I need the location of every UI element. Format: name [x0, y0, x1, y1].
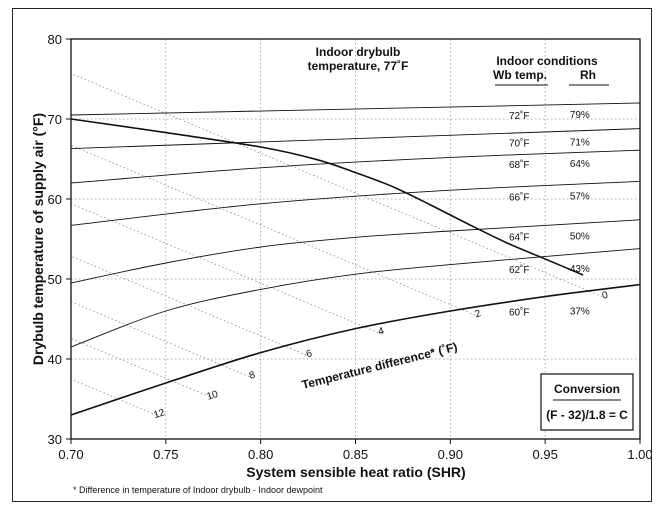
- wetbulb-curve: [70, 248, 641, 348]
- rh-label: 43%: [570, 264, 590, 275]
- rh-label: 71%: [570, 137, 590, 148]
- wetbulb-label: 66˚F: [509, 192, 530, 204]
- rh-label: 57%: [570, 192, 590, 203]
- conversion-formula: (F - 32)/1.8 = C: [546, 408, 628, 422]
- temperature-difference-guide: [70, 338, 214, 399]
- y-tick-label: 50: [48, 272, 62, 287]
- temperature-difference-label: Temperature difference* (˚F): [300, 340, 458, 392]
- temperature-difference-value: 8: [248, 370, 257, 382]
- wetbulb-curve: [70, 102, 641, 116]
- x-tick-label: 0.85: [343, 447, 368, 462]
- wetbulb-label: 70˚F: [509, 137, 530, 149]
- temperature-difference-guide: [70, 378, 161, 417]
- chart-frame: 0.70 0.75 0.80 0.85 0.90 0.95 1.00 30 40 50 60 70 80…: [12, 8, 653, 502]
- conversion-box: Conversion (F - 32)/1.8 = C: [540, 373, 634, 431]
- shr-chart: 0.70 0.75 0.80 0.85 0.90 0.95 1.00304050607080…: [30, 32, 653, 495]
- indoor-note-line1: Indoor drybulb: [316, 45, 401, 59]
- rh-header: Rh: [580, 68, 596, 82]
- rh-label: 37%: [570, 306, 590, 317]
- temperature-difference-guide: [70, 301, 254, 379]
- y-tick-label: 40: [48, 352, 62, 367]
- wetbulb-curve: [70, 149, 641, 184]
- wetbulb-curve: [70, 219, 641, 284]
- footnote: * Difference in temperature of Indoor dr…: [73, 485, 323, 495]
- y-axis-title: Drybulb temperature of supply air (°F): [30, 113, 46, 365]
- grid-lines: [71, 39, 640, 439]
- x-tick-label: 0.75: [153, 447, 178, 462]
- wetbulb-curves: [70, 102, 641, 416]
- temperature-difference-value: 6: [305, 348, 314, 360]
- x-tick-label: 0.70: [58, 447, 83, 462]
- wetbulb-label: 64˚F: [509, 232, 530, 244]
- temperature-difference-value: 2: [474, 308, 483, 320]
- wetbulb-curve: [70, 128, 641, 150]
- conversion-title: Conversion: [554, 382, 620, 396]
- y-tick-label: 70: [48, 112, 62, 127]
- temperature-difference-guide: [70, 203, 383, 335]
- rh-label: 79%: [570, 110, 590, 121]
- temperature-difference-lines: [70, 73, 606, 417]
- conditions-header: Indoor conditions: [496, 54, 598, 68]
- wetbulb-label: 62˚F: [509, 264, 530, 276]
- temperature-difference-value: 4: [377, 326, 386, 338]
- y-tick-label: 30: [48, 432, 62, 447]
- curve-labels: 72˚F 79% 70˚F 71% 68˚F 64% 66˚F 57% 64˚F 50% 62˚F 4…: [152, 110, 609, 421]
- wetbulb-label: 68˚F: [509, 159, 530, 171]
- rh-label: 50%: [570, 232, 590, 243]
- x-tick-label: 0.90: [438, 447, 463, 462]
- temperature-difference-value: 12: [152, 407, 166, 421]
- temperature-difference-guide: [70, 145, 479, 317]
- temperature-difference-guide: [70, 73, 606, 299]
- temperature-difference-value: 10: [205, 389, 219, 403]
- y-tick-label: 80: [48, 32, 62, 47]
- wetbulb-curve: [70, 180, 641, 226]
- wetbulb-label: 60˚F: [509, 306, 530, 318]
- x-axis-title: System sensible heat ratio (SHR): [246, 464, 465, 480]
- wetbulb-label: 72˚F: [509, 110, 530, 122]
- x-tick-label: 0.95: [533, 447, 558, 462]
- x-tick-label: 1.00: [627, 447, 651, 462]
- x-tick-label: 0.80: [248, 447, 273, 462]
- wetbulb-curve: [70, 283, 641, 416]
- temperature-difference-guide: [70, 255, 311, 357]
- boundary-curve: [70, 118, 584, 276]
- y-tick-label: 60: [48, 192, 62, 207]
- rh-label: 64%: [570, 159, 590, 170]
- wb-temp-header: Wb temp.: [493, 68, 547, 82]
- indoor-note-line2: temperature, 77˚F: [308, 59, 409, 73]
- temperature-difference-value: 0: [601, 290, 610, 302]
